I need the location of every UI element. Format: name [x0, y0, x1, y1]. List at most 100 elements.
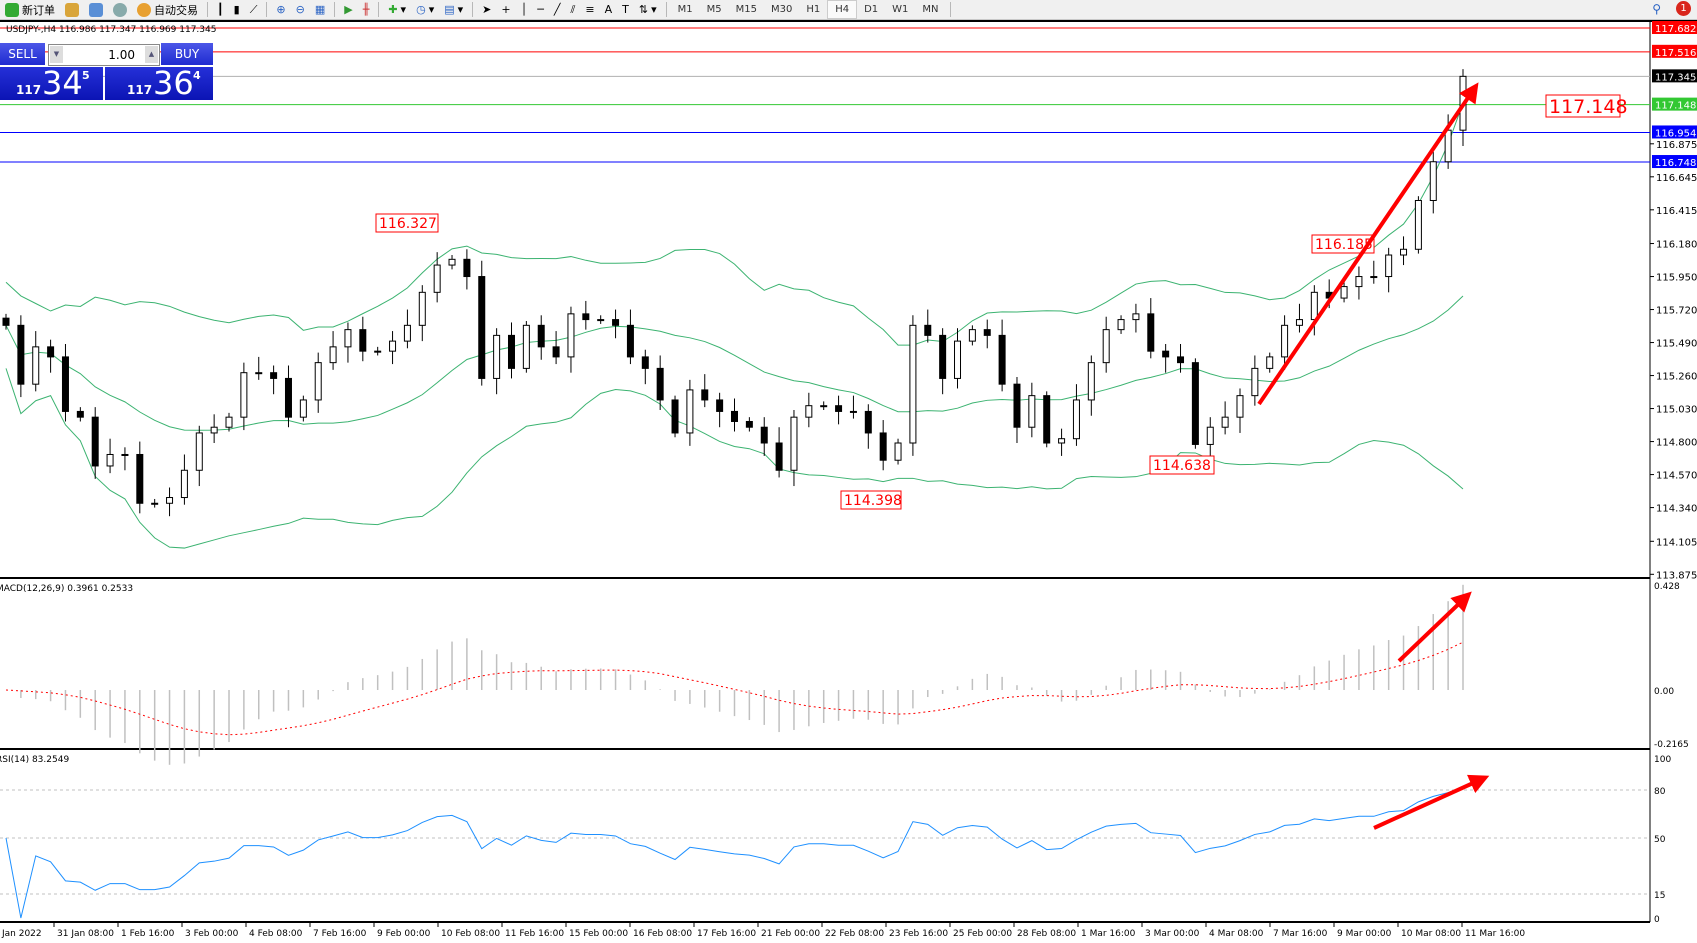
price-level-label: 117.148	[1655, 101, 1696, 112]
timeframe-mn[interactable]: MN	[922, 4, 939, 15]
buy-price[interactable]: 117 36 4	[105, 64, 213, 102]
signals-button[interactable]	[108, 0, 132, 19]
candle-chart-icon: ▮	[233, 3, 240, 16]
zoom-out-button[interactable]: ⊖	[291, 0, 310, 19]
candle	[1132, 303, 1140, 333]
label-tool[interactable]: T	[617, 0, 634, 19]
history-button[interactable]	[60, 0, 84, 19]
sell-price[interactable]: 117 34 5	[0, 66, 103, 100]
horizontal-line-tool[interactable]: ─	[532, 0, 549, 19]
line-chart-button[interactable]: ⟋	[245, 0, 263, 19]
time-label: 9 Mar 00:00	[1337, 929, 1392, 939]
auto-scroll-button[interactable]: ▶	[339, 0, 357, 19]
timeframe-m5[interactable]: M5	[706, 4, 722, 15]
timeframe-w1[interactable]: W1	[892, 4, 909, 15]
candle	[32, 331, 40, 392]
price-tick-label: 116.180	[1656, 240, 1697, 251]
candle-body	[1177, 356, 1185, 364]
price-annotation-box	[1311, 234, 1375, 254]
candle	[954, 328, 962, 389]
clock-icon: ◷	[416, 3, 426, 16]
chart-header: USDJPY-,H4 116.986 117.347 116.969 117.3…	[6, 25, 217, 35]
trend-arrow	[1373, 774, 1490, 830]
candle	[255, 356, 263, 380]
divider	[949, 2, 951, 17]
candle-body	[225, 416, 233, 428]
indicators-button[interactable]: ✚ ▾	[388, 3, 407, 16]
timeframe-d1[interactable]: D1	[864, 4, 879, 15]
timeframe-m15[interactable]: M15	[735, 4, 757, 15]
lot-increase-button[interactable]: ▲	[145, 46, 158, 63]
arrows-tool[interactable]: ⇅ ▾	[638, 3, 657, 16]
candle	[760, 417, 768, 456]
candle	[671, 395, 679, 438]
candle-body	[284, 377, 292, 418]
trendline-tool[interactable]: ╱	[549, 0, 566, 19]
candle-body	[1385, 254, 1393, 278]
grid-icon: ▦	[314, 3, 326, 16]
crosshair-tool[interactable]: +	[496, 0, 515, 19]
timeframe-h1[interactable]: H1	[806, 4, 821, 15]
channel-tool[interactable]: ⫽	[565, 0, 580, 19]
notification-badge[interactable]: 1	[1676, 1, 1691, 16]
price-level-label: 116.748	[1655, 158, 1696, 169]
new-order-button[interactable]: 新订单	[0, 0, 60, 19]
zoom-in-button[interactable]: ⊕	[271, 0, 290, 19]
text-tool[interactable]: A	[600, 0, 618, 19]
candle	[225, 412, 233, 432]
candle-body	[597, 319, 605, 322]
bar-chart-button[interactable]: ┃	[212, 0, 229, 19]
candle-body	[567, 313, 575, 358]
timeframe-h4[interactable]: H4	[827, 0, 858, 19]
candle-body	[790, 416, 798, 471]
candle-body	[1295, 319, 1303, 326]
candle	[909, 315, 917, 456]
cursor-tool[interactable]: ➤	[477, 0, 496, 19]
candle	[805, 392, 813, 428]
candle-body	[760, 426, 768, 444]
price-annotation: 114.398	[844, 493, 902, 509]
templates-button[interactable]: ▤ ▾	[444, 3, 464, 16]
lot-size-input[interactable]: ▼ 1.00 ▲	[48, 44, 160, 66]
candle	[790, 409, 798, 487]
candle-body	[1340, 286, 1348, 299]
candle-body	[329, 346, 337, 364]
candle-body	[418, 291, 426, 326]
time-label: 28 Feb 08:00	[1017, 929, 1076, 939]
candle-body	[745, 420, 753, 428]
candle	[1162, 343, 1170, 373]
candle-body	[1221, 416, 1229, 428]
candle	[716, 392, 724, 428]
timeframe-m30[interactable]: M30	[770, 4, 793, 15]
candle-chart-button[interactable]: ▮	[229, 0, 245, 19]
auto-trading-button[interactable]: 自动交易	[132, 0, 203, 19]
candle	[47, 339, 55, 373]
tile-windows-button[interactable]: ▦	[310, 0, 330, 19]
search-icon[interactable]: ⚲	[1652, 2, 1661, 16]
candle-body	[299, 399, 307, 418]
periods-button[interactable]: ◷ ▾	[416, 3, 435, 16]
candle	[403, 309, 411, 349]
buy-price-main: 36	[153, 64, 194, 102]
vertical-line-tool[interactable]: │	[516, 0, 533, 19]
candle-body	[1266, 356, 1274, 369]
candle-body	[61, 356, 69, 412]
chart-shift-button[interactable]: ╫	[358, 0, 375, 19]
strategy-tester-button[interactable]	[84, 0, 108, 19]
candle	[864, 404, 872, 449]
fibonacci-tool[interactable]: ≡	[580, 0, 599, 19]
candle	[1429, 151, 1437, 214]
line-chart-icon: ⟋	[249, 2, 258, 16]
trend-arrow	[1257, 82, 1479, 406]
rsi-tick-label: 80	[1654, 787, 1666, 797]
sell-button[interactable]: SELL	[0, 43, 45, 65]
timeframe-m1[interactable]: M1	[677, 4, 693, 15]
price-level-label: 117.682	[1655, 24, 1696, 35]
candle	[537, 315, 545, 360]
candle	[299, 395, 307, 422]
buy-button[interactable]: BUY	[161, 43, 213, 65]
candle-body	[656, 367, 664, 401]
lot-decrease-button[interactable]: ▼	[50, 46, 63, 63]
chart-shift-icon: ╫	[362, 3, 370, 16]
